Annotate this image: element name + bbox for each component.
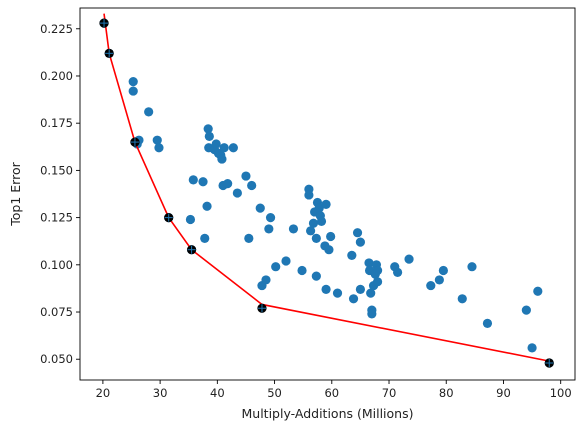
y-tick-label: 0.200 xyxy=(40,69,73,83)
data-point xyxy=(355,284,366,294)
y-tick-label: 0.075 xyxy=(40,305,73,319)
data-point xyxy=(128,77,138,87)
frontier-markers xyxy=(99,18,554,368)
data-point xyxy=(261,275,271,285)
x-tick-label: 50 xyxy=(267,386,282,400)
x-tick-label: 20 xyxy=(96,386,111,400)
data-point xyxy=(223,179,233,189)
data-point xyxy=(393,267,403,277)
data-point xyxy=(527,343,537,353)
data-point xyxy=(154,143,164,153)
x-tick-label: 90 xyxy=(496,386,511,400)
data-point xyxy=(355,237,366,247)
data-point xyxy=(271,262,281,272)
data-point xyxy=(281,256,291,266)
data-point xyxy=(533,286,543,296)
data-point xyxy=(348,294,359,304)
data-point xyxy=(366,288,376,298)
data-point xyxy=(426,280,436,291)
y-axis-ticks: 0.050 0.075 0.100 0.125 0.150 0.175 0.200 0.225 xyxy=(40,22,80,366)
data-point xyxy=(244,233,254,243)
data-point xyxy=(347,250,357,260)
data-point xyxy=(288,224,299,234)
data-point xyxy=(188,175,198,185)
data-point xyxy=(372,277,383,287)
data-point xyxy=(228,143,238,153)
x-tick-label: 70 xyxy=(382,386,397,400)
data-point xyxy=(482,318,493,328)
data-point xyxy=(247,180,257,191)
data-point xyxy=(364,258,374,268)
x-tick-label: 80 xyxy=(439,386,454,400)
x-tick-label: 40 xyxy=(210,386,225,400)
data-point xyxy=(326,231,336,242)
y-tick-label: 0.050 xyxy=(40,352,73,366)
y-tick-label: 0.225 xyxy=(40,22,73,36)
data-point xyxy=(211,139,221,149)
data-point xyxy=(264,224,274,234)
data-point xyxy=(311,233,321,243)
data-point xyxy=(202,201,212,211)
data-point xyxy=(467,262,477,272)
data-point xyxy=(521,305,531,315)
data-point xyxy=(332,288,343,298)
data-point xyxy=(457,294,467,304)
x-axis-label: Multiply-Additions (Millions) xyxy=(242,406,414,421)
data-point xyxy=(204,131,214,142)
data-point xyxy=(311,271,321,281)
data-point xyxy=(316,216,327,226)
data-point xyxy=(308,218,319,228)
y-tick-label: 0.100 xyxy=(40,258,73,272)
data-point xyxy=(367,309,377,319)
x-axis-ticks: 20 30 40 50 60 70 80 90 100 xyxy=(96,380,572,400)
data-point xyxy=(434,275,444,285)
y-tick-label: 0.125 xyxy=(40,211,73,225)
y-tick-label: 0.150 xyxy=(40,163,73,177)
data-point xyxy=(152,135,162,145)
data-point xyxy=(321,199,331,209)
data-point xyxy=(404,254,414,264)
data-point xyxy=(321,284,331,294)
data-point xyxy=(324,245,334,255)
data-point xyxy=(241,171,251,181)
data-point xyxy=(265,213,276,223)
plot-frame xyxy=(79,7,576,381)
data-point xyxy=(438,265,448,276)
x-tick-label: 100 xyxy=(550,386,572,400)
data-point xyxy=(297,265,307,276)
data-point xyxy=(200,233,210,243)
y-axis-label: Top1 Error xyxy=(8,161,23,226)
data-point xyxy=(198,177,208,187)
data-point xyxy=(144,107,154,117)
data-point xyxy=(352,228,363,238)
x-tick-label: 60 xyxy=(324,386,339,400)
data-point xyxy=(306,226,316,236)
y-tick-label: 0.175 xyxy=(40,116,73,130)
data-point xyxy=(219,143,229,153)
data-point xyxy=(372,265,383,276)
data-point xyxy=(232,188,242,198)
data-point xyxy=(304,190,314,200)
data-point xyxy=(128,86,138,96)
data-point xyxy=(255,203,265,213)
data-point xyxy=(185,214,196,225)
x-tick-label: 30 xyxy=(153,386,168,400)
data-point xyxy=(203,124,213,134)
data-point xyxy=(314,203,324,213)
data-point xyxy=(217,154,227,164)
